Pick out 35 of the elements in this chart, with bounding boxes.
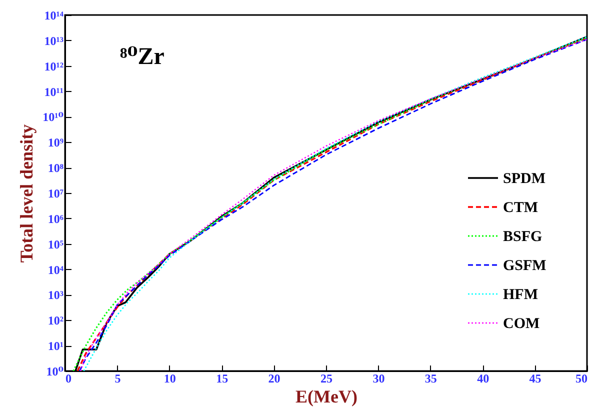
x-tick-label: 10	[164, 372, 176, 386]
y-tick-label: 10¹¹	[44, 84, 64, 99]
x-tick-label: 50	[576, 372, 588, 386]
y-tick-label: 10⁵	[48, 237, 64, 252]
y-tick-label: 10¹³	[44, 34, 64, 48]
y-tick-label: 10²	[48, 314, 64, 328]
x-tick-label: 25	[320, 372, 332, 386]
y-tick-label: 10³	[48, 288, 64, 302]
y-tick-label: 10⁶	[48, 212, 64, 226]
annotation: ⁸⁰Zr	[120, 44, 165, 70]
x-axis-title: E(MeV)	[296, 386, 358, 406]
y-tick-label: 10⁰	[46, 364, 64, 378]
y-tick-label: 10⁸	[48, 161, 64, 176]
y-axis-title: Total level density	[16, 124, 37, 263]
y-tick-label: 10¹	[48, 339, 64, 354]
x-tick-label: 40	[477, 372, 490, 386]
x-tick-label: 35	[424, 372, 437, 386]
y-tick-label: 10¹⁴	[44, 8, 64, 22]
legend-label: BSFG	[503, 229, 543, 245]
legend-label: HFM	[503, 287, 538, 303]
x-tick-label: 45	[529, 372, 542, 386]
y-tick-label: 10¹⁰	[42, 110, 64, 124]
x-tick-label: 0	[66, 372, 72, 386]
legend-label: SPDM	[503, 171, 546, 187]
legend-label: CTM	[503, 200, 538, 216]
x-tick-label: 30	[372, 372, 385, 386]
legend-label: GSFM	[503, 258, 546, 274]
y-tick-label: 10¹²	[44, 59, 64, 74]
x-tick-label: 20	[268, 372, 280, 386]
legend-label: COM	[503, 316, 540, 332]
y-tick-label: 10⁹	[48, 136, 64, 150]
y-tick-label: 10⁷	[48, 186, 64, 200]
y-tick-label: 10⁴	[48, 262, 64, 277]
x-tick-label: 5	[114, 372, 121, 386]
x-tick-label: 15	[216, 372, 228, 386]
